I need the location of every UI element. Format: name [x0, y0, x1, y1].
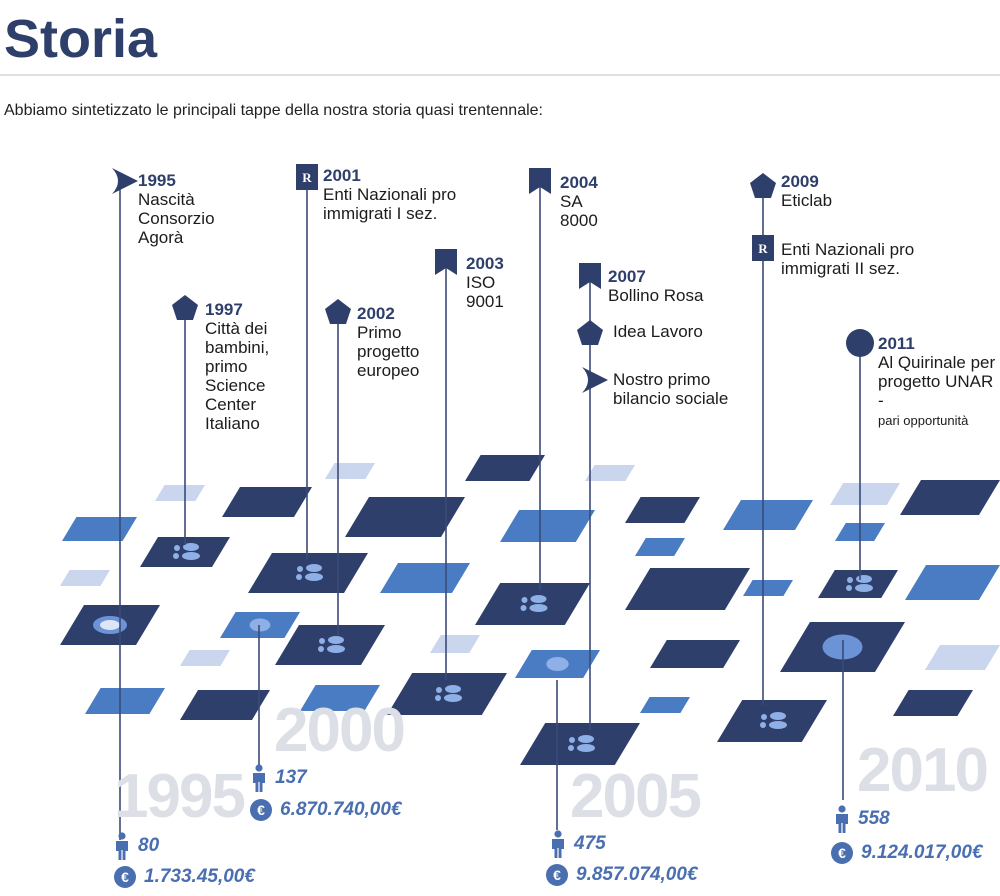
milestone-bilancio-sociale: Nostro primo bilancio sociale [613, 370, 729, 408]
tile-light [830, 483, 900, 505]
registry-r-icon [752, 235, 774, 261]
revenue-2000: €6.870.740,00€ [250, 799, 402, 821]
tile-light [925, 645, 1000, 670]
tile-dark [275, 625, 385, 665]
tile-medium [905, 565, 1000, 600]
tile-medium [640, 697, 690, 713]
period-year-1995: 1995 [114, 762, 246, 831]
pentagon-icon [172, 295, 198, 320]
tile-medium [500, 510, 595, 542]
milestone-idea-lavoro: Idea Lavoro [613, 322, 703, 341]
euro-icon: € [250, 799, 272, 821]
dots-icon [856, 575, 872, 583]
chevron-flag-icon [582, 367, 608, 393]
tile-dark [520, 723, 640, 765]
tile-medium [85, 688, 165, 714]
tile-dark [625, 568, 750, 610]
pentagon-icon [750, 173, 776, 198]
milestone-icons: RR [112, 164, 874, 393]
flag-icon [579, 263, 601, 289]
circle-icon [846, 329, 874, 357]
milestone-enti-2: Enti Nazionali pro immigrati II sez. [781, 240, 915, 278]
milestone-2007: 2007 Bollino Rosa [608, 267, 704, 305]
tile-light [60, 570, 110, 586]
tile-dark [650, 640, 740, 668]
milestone-2009: 2009 Eticlab [781, 172, 833, 210]
milestone-2003: 2003 ISO 9001 [466, 254, 504, 311]
person-icon [834, 805, 850, 833]
dots-icon [530, 595, 547, 603]
person-icon [251, 764, 267, 792]
disc-icon [546, 657, 569, 671]
tile-dark [248, 553, 368, 593]
isometric-tiles [60, 455, 1000, 765]
tile-dark [140, 537, 230, 567]
tile-medium [723, 500, 813, 530]
revenue-2005: €9.857.074,00€ [546, 864, 698, 886]
flag-icon [529, 168, 551, 194]
employees-2010: 558 [834, 805, 890, 833]
milestone-2002: 2002 Primo progetto europeo [357, 304, 420, 380]
milestone-2004: 2004 SA 8000 [560, 173, 598, 230]
svg-text:R: R [758, 241, 768, 256]
tile-light [180, 650, 230, 666]
chevron-flag-icon [112, 168, 138, 194]
intro-text: Abbiamo sintetizzato le principali tappe… [4, 102, 543, 119]
tile-dark [180, 690, 270, 720]
revenue-2010: €9.124.017,00€ [831, 842, 983, 864]
milestone-2011: 2011 Al Quirinale per progetto UNAR - pari… [878, 334, 996, 428]
dots-icon [183, 543, 199, 551]
employees-2000: 137 [251, 764, 307, 792]
svg-text:R: R [302, 170, 312, 185]
tile-dark [475, 583, 590, 625]
period-year-2000: 2000 [274, 696, 406, 765]
person-icon [114, 832, 130, 860]
timeline-lines [119, 175, 861, 840]
euro-icon: € [114, 866, 136, 888]
tile-dark [222, 487, 312, 517]
tile-medium [300, 685, 380, 711]
tile-dark [900, 480, 1000, 515]
tile-medium [62, 517, 137, 541]
employees-1995: 80 [114, 832, 159, 860]
pentagon-icon [577, 320, 603, 345]
tile-medium [743, 580, 793, 596]
flag-icon [435, 249, 457, 275]
tile-light [325, 463, 375, 479]
dots-icon [328, 636, 344, 644]
page-title: Storia [4, 9, 158, 69]
tile-dark [717, 700, 827, 742]
milestone-1997: 1997 Città dei bambini, primo Science Cen… [205, 300, 270, 433]
dots-icon [445, 685, 461, 693]
tile-dark [345, 497, 465, 537]
employees-2005: 475 [550, 830, 606, 858]
dots-icon [770, 712, 786, 720]
tile-light [585, 465, 635, 481]
tile-dark [818, 570, 898, 598]
tile-dark [625, 497, 700, 523]
tile-dark [893, 690, 973, 716]
milestone-2001: 2001 Enti Nazionali pro immigrati I sez. [323, 166, 457, 223]
tile-medium [380, 563, 470, 593]
period-year-2005: 2005 [570, 762, 702, 831]
euro-icon: € [546, 864, 568, 886]
dots-icon [306, 564, 322, 572]
pentagon-icon [325, 299, 351, 324]
divider [0, 74, 1000, 76]
tile-dark [465, 455, 545, 481]
dots-icon [578, 735, 594, 743]
tile-light [430, 635, 480, 653]
period-year-2010: 2010 [857, 736, 989, 805]
revenue-1995: €1.733.45,00€ [114, 866, 255, 888]
person-icon [550, 830, 566, 858]
tile-dark [387, 673, 507, 715]
tile-light [155, 485, 205, 501]
milestone-1995: 1995 Nascità Consorzio Agorà [138, 171, 215, 247]
euro-icon: € [831, 842, 853, 864]
disc-icon [249, 618, 271, 632]
registry-r-icon [296, 164, 318, 190]
tile-medium [635, 538, 685, 556]
